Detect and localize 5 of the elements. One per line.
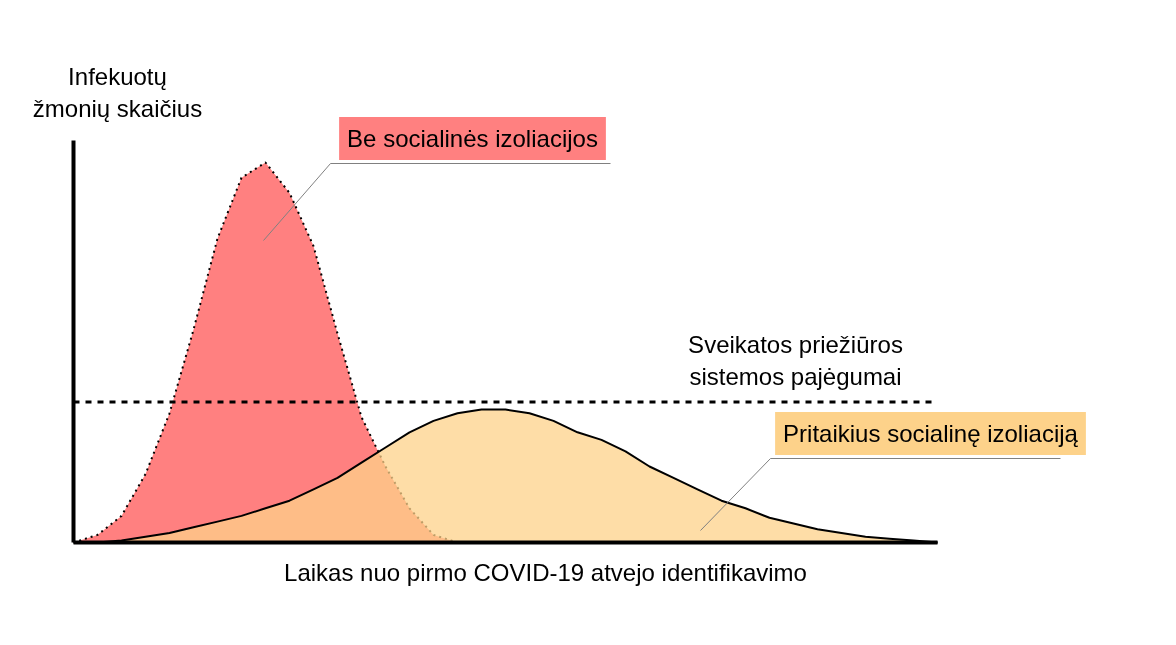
text: Be socialinės izoliacijos — [347, 125, 598, 152]
ref-line-label: Sveikatos priežiūros sistemos pajėgumai — [688, 330, 903, 390]
x-axis-title: Laikas nuo pirmo COVID-19 atvejo identifikavimo — [284, 559, 807, 586]
text: Pritaikius socialinę izoliaciją — [783, 420, 1079, 447]
y-axis-title: Infekuotų žmonių skaičius — [32, 63, 203, 123]
